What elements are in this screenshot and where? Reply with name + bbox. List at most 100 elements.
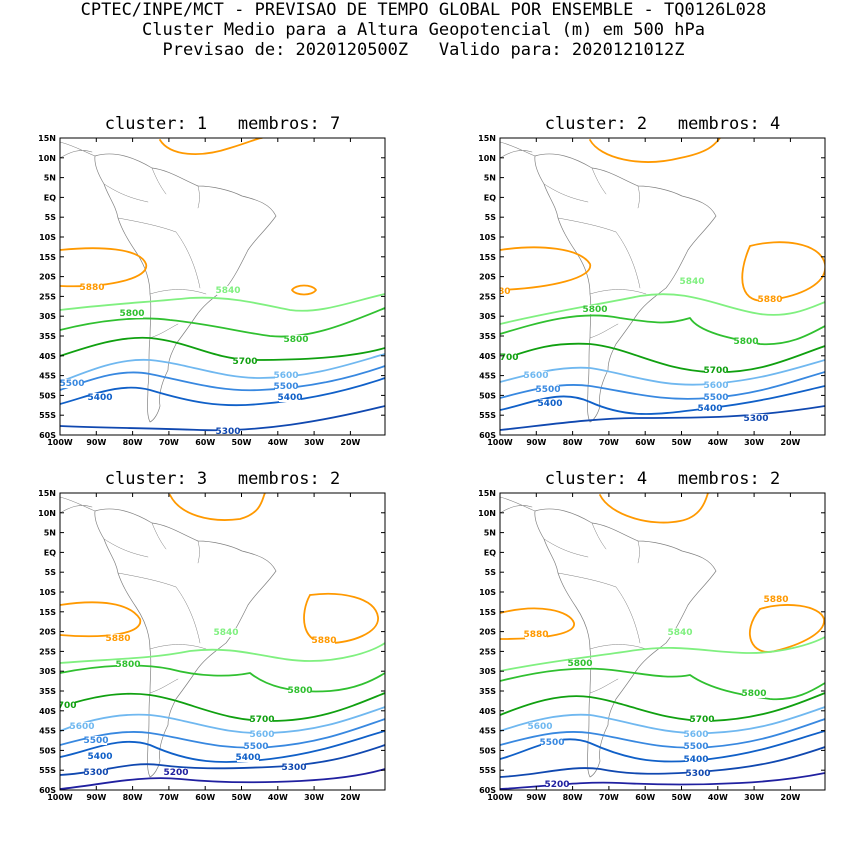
contour-label-bg bbox=[525, 630, 547, 639]
contour-5840 bbox=[60, 642, 385, 664]
contour-label-bg bbox=[217, 427, 239, 435]
contour-label: 5880 bbox=[757, 295, 782, 305]
lon-label: 30W bbox=[744, 438, 764, 447]
contour-5800 bbox=[60, 664, 385, 693]
cluster-map-panel-1: cluster: 1 membros: 7 5880 5840 5800 5800 57… bbox=[0, 114, 400, 498]
contour-label: 5200 bbox=[544, 780, 569, 790]
lat-label: 35S bbox=[39, 687, 56, 696]
contour-label: 5880 bbox=[311, 636, 336, 646]
contour-label: 5500 bbox=[703, 393, 728, 403]
contour-label: 5500 bbox=[535, 385, 560, 395]
contour-5300 bbox=[60, 744, 385, 776]
lon-label: 60W bbox=[635, 438, 655, 447]
central-america-coastline bbox=[60, 141, 96, 159]
contour-label-bg bbox=[71, 722, 93, 731]
country-border bbox=[591, 522, 607, 550]
contour-label: 5800 bbox=[287, 686, 312, 696]
contour-label: 5700 bbox=[249, 715, 274, 725]
contour-5800 bbox=[500, 667, 825, 701]
contour-label-bg bbox=[584, 305, 606, 314]
contour-label: 5300 bbox=[685, 769, 710, 779]
contour-label-bg bbox=[681, 277, 703, 286]
map-frame bbox=[499, 137, 826, 436]
country-border bbox=[117, 572, 177, 588]
lat-label: 55S bbox=[479, 411, 496, 420]
map-svg: 5880 5880 5840 5800 5800 5700 5600 5600 5500 5500… bbox=[478, 489, 826, 802]
map-area: 5880 5880 5840 5800 5800 5700 5700 5600 5600 5500… bbox=[60, 493, 385, 790]
panel-title: cluster: 2 membros: 4 bbox=[544, 114, 781, 134]
country-border bbox=[151, 522, 167, 550]
contour-label: 5700 bbox=[703, 366, 728, 376]
contour-label-bg bbox=[687, 769, 709, 778]
contour-label: 5800 bbox=[283, 335, 308, 345]
contour-label-bg bbox=[691, 715, 713, 724]
contour-5500 bbox=[60, 365, 385, 392]
contour-5600 bbox=[500, 359, 825, 386]
contour-label-bg bbox=[275, 382, 297, 391]
country-border bbox=[149, 678, 179, 694]
contour-label: 5200 bbox=[163, 768, 188, 778]
lon-label: 20W bbox=[780, 438, 800, 447]
contour-label: 5700 bbox=[689, 715, 714, 725]
contour-label: 5600 bbox=[527, 722, 552, 732]
contour-label-bg bbox=[743, 689, 765, 698]
contour-label: 5300 bbox=[83, 768, 108, 778]
country-border bbox=[197, 540, 200, 564]
contour-5880 bbox=[291, 284, 317, 296]
contour-label: 5400 bbox=[87, 393, 112, 403]
contour-label: 5400 bbox=[235, 753, 260, 763]
contour-label-bg bbox=[539, 399, 561, 408]
map-frame bbox=[59, 137, 386, 436]
country-border bbox=[149, 323, 179, 339]
contour-5880 bbox=[303, 592, 379, 644]
lon-label: 70W bbox=[599, 793, 619, 802]
contour-label: 5800 bbox=[582, 305, 607, 315]
country-border bbox=[615, 231, 641, 289]
lon-label: 100W bbox=[47, 438, 73, 447]
contour-5840 bbox=[500, 293, 825, 325]
lon-label: 40W bbox=[708, 438, 728, 447]
contour-label-bg bbox=[705, 366, 727, 375]
contour-label-bg bbox=[85, 736, 107, 745]
contour-label: 5500 bbox=[273, 382, 298, 392]
contour-label-bg bbox=[546, 780, 568, 789]
lat-label: 30S bbox=[479, 667, 496, 676]
country-border bbox=[197, 185, 200, 209]
south-america-coastline bbox=[534, 153, 717, 423]
lat-label: 5N bbox=[44, 174, 56, 183]
contour-label: 5840 bbox=[679, 277, 704, 287]
contour-5800 bbox=[60, 307, 385, 338]
country-border bbox=[637, 540, 640, 564]
lon-label: 60W bbox=[635, 793, 655, 802]
cluster-map-panel-2: cluster: 2 membros: 4 5880 5880 5840 5800 58… bbox=[440, 114, 840, 498]
contour-label-bg bbox=[759, 295, 781, 304]
lat-label: 45S bbox=[39, 372, 56, 381]
contour-label-bg bbox=[699, 404, 721, 413]
lon-label: 30W bbox=[304, 438, 324, 447]
country-border bbox=[591, 167, 607, 195]
figure-title-line-1: CPTEC/INPE/MCT - PREVISAO DE TEMPO GLOBA… bbox=[80, 0, 767, 20]
lat-label: 10S bbox=[479, 588, 496, 597]
lon-label: 50W bbox=[232, 438, 252, 447]
contour-label-bg bbox=[541, 738, 563, 747]
lon-label: 70W bbox=[599, 438, 619, 447]
lat-label: 10N bbox=[38, 154, 56, 163]
contour-label-bg bbox=[685, 730, 707, 739]
contour-5400 bbox=[500, 385, 825, 415]
contour-5880 bbox=[741, 241, 825, 302]
lon-label: 100W bbox=[487, 793, 513, 802]
lon-label: 90W bbox=[526, 793, 546, 802]
contour-label-bg bbox=[537, 385, 559, 394]
lat-label: 15N bbox=[478, 489, 496, 498]
contour-label: 5400 bbox=[697, 404, 722, 414]
figure-title-line-3: Previsao de: 2020120500Z Valido para: 20… bbox=[162, 40, 685, 60]
lon-label: 80W bbox=[123, 438, 143, 447]
contour-label-bg bbox=[745, 414, 767, 423]
lat-label: 20S bbox=[39, 628, 56, 637]
south-america-coastline bbox=[94, 153, 277, 423]
contour-label-bg bbox=[500, 353, 517, 362]
lat-label: 15S bbox=[39, 608, 56, 617]
lat-label: 25S bbox=[39, 292, 56, 301]
lat-label: 20S bbox=[479, 273, 496, 282]
